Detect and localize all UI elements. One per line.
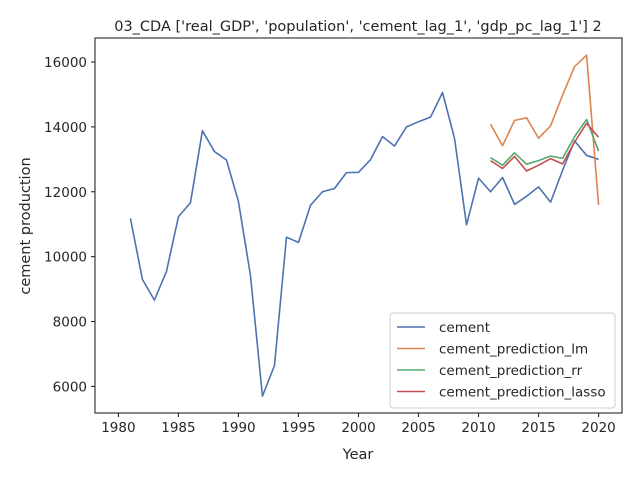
y-axis-label: cement production [18,157,34,294]
chart-title: 03_CDA ['real_GDP', 'population', 'cemen… [114,19,602,35]
y-tick-label: 12000 [44,185,87,201]
y-tick-label: 14000 [44,120,87,136]
legend: cement cement_prediction_lm cement_predict… [389,312,616,409]
x-tick-label: 2010 [461,420,495,436]
legend-label: cement_prediction_lasso [439,385,606,401]
legend-label: cement_prediction_lm [439,342,588,358]
series-line-cement_prediction_lasso [490,122,600,172]
series-line-cement_prediction_lm [489,54,600,206]
series-line-cement_prediction_rr [490,118,600,166]
legend-box [389,312,616,409]
y-tick-label: 16000 [44,55,87,71]
legend-label: cement_prediction_rr [439,363,583,379]
legend-label: cement [439,320,490,336]
y-axis: 6000 8000 10000 12000 14000 16000 [44,55,95,395]
plot-lines [129,54,600,397]
x-tick-label: 1995 [281,420,315,436]
y-tick-label: 6000 [53,379,87,395]
x-axis-label: Year [342,447,374,463]
x-tick-label: 1980 [101,420,135,436]
x-tick-label: 2020 [581,420,615,436]
x-tick-label: 1990 [221,420,255,436]
x-tick-label: 2015 [521,420,555,436]
y-tick-label: 8000 [53,315,87,331]
x-tick-label: 1985 [161,420,195,436]
x-tick-label: 2005 [401,420,435,436]
y-tick-label: 10000 [44,250,87,266]
x-axis: 1980 1985 1990 1995 2000 2005 2010 2015 2020 [101,413,616,436]
x-tick-label: 2000 [341,420,375,436]
series-line-cement [129,91,599,397]
